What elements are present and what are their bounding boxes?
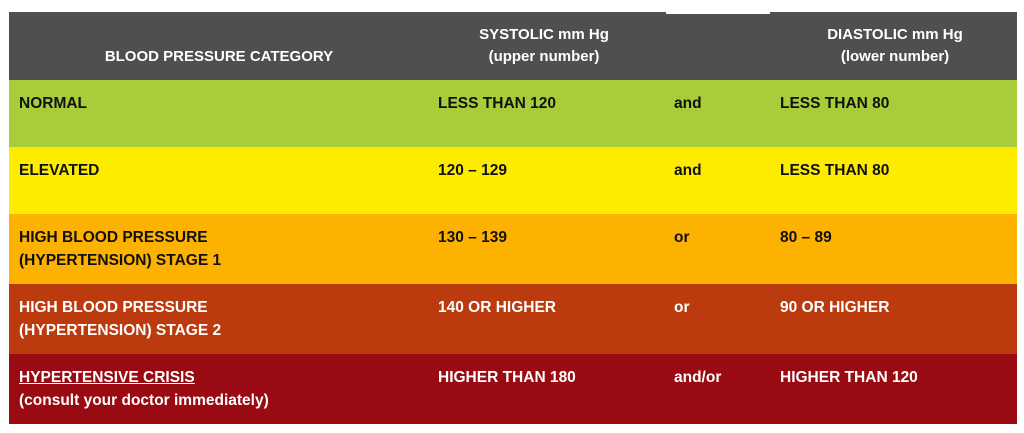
category-sublabel: (HYPERTENSION) STAGE 2 (19, 322, 222, 339)
diastolic-cell: LESS THAN 80 (780, 162, 890, 179)
header-divider (666, 12, 770, 14)
systolic-cell: 120 – 129 (438, 162, 507, 179)
category-cell: HIGH BLOOD PRESSURE (HYPERTENSION) STAGE… (19, 226, 419, 272)
category-sublabel: (consult your doctor immediately) (19, 392, 269, 409)
table-row-crisis: HYPERTENSIVE CRISIS (consult your doctor… (9, 354, 1017, 424)
header-diastolic-title: DIASTOLIC mm Hg (827, 26, 963, 43)
systolic-cell: HIGHER THAN 180 (438, 369, 576, 386)
header-systolic-subtitle: (upper number) (488, 48, 600, 65)
category-cell: HYPERTENSIVE CRISIS (consult your doctor… (19, 366, 419, 412)
diastolic-cell: HIGHER THAN 120 (780, 369, 918, 386)
conjunction-cell: and (674, 162, 702, 179)
conjunction-cell: or (674, 229, 690, 246)
header-diastolic: DIASTOLIC mm Hg (lower number) (795, 24, 995, 68)
systolic-cell: 130 – 139 (438, 229, 507, 246)
table-row-normal: NORMAL LESS THAN 120 and LESS THAN 80 (9, 80, 1017, 147)
header-systolic: SYSTOLIC mm Hg (upper number) (449, 24, 639, 68)
table-row-elevated: ELEVATED 120 – 129 and LESS THAN 80 (9, 147, 1017, 214)
conjunction-cell: and (674, 95, 702, 112)
table-row-stage-2: HIGH BLOOD PRESSURE (HYPERTENSION) STAGE… (9, 284, 1017, 354)
diastolic-cell: 80 – 89 (780, 229, 832, 246)
header-diastolic-subtitle: (lower number) (840, 48, 950, 65)
table-header: BLOOD PRESSURE CATEGORY SYSTOLIC mm Hg (… (9, 12, 1017, 80)
category-cell: ELEVATED (19, 159, 419, 182)
systolic-cell: 140 OR HIGHER (438, 299, 557, 316)
systolic-cell: LESS THAN 120 (438, 95, 557, 112)
blood-pressure-table: BLOOD PRESSURE CATEGORY SYSTOLIC mm Hg (… (9, 12, 1017, 424)
category-label: NORMAL (19, 95, 88, 112)
hypertensive-crisis-link[interactable]: HYPERTENSIVE CRISIS (19, 369, 195, 386)
category-label: ELEVATED (19, 162, 100, 179)
category-cell: NORMAL (19, 92, 419, 115)
category-sublabel: (HYPERTENSION) STAGE 1 (19, 252, 222, 269)
header-systolic-title: SYSTOLIC mm Hg (479, 26, 609, 43)
conjunction-cell: and/or (674, 369, 722, 386)
table-row-stage-1: HIGH BLOOD PRESSURE (HYPERTENSION) STAGE… (9, 214, 1017, 284)
category-label: HIGH BLOOD PRESSURE (19, 299, 208, 316)
category-cell: HIGH BLOOD PRESSURE (HYPERTENSION) STAGE… (19, 296, 419, 342)
header-category: BLOOD PRESSURE CATEGORY (104, 48, 334, 65)
category-label: HIGH BLOOD PRESSURE (19, 229, 208, 246)
conjunction-cell: or (674, 299, 690, 316)
diastolic-cell: LESS THAN 80 (780, 95, 890, 112)
diastolic-cell: 90 OR HIGHER (780, 299, 890, 316)
